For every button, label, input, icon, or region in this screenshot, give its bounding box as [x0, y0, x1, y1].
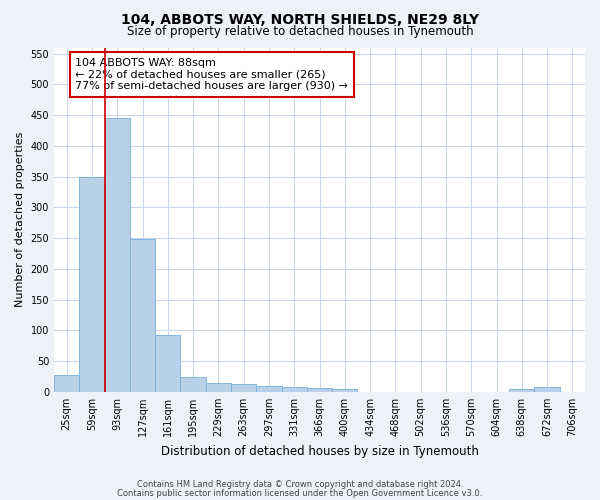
Text: 104, ABBOTS WAY, NORTH SHIELDS, NE29 8LY: 104, ABBOTS WAY, NORTH SHIELDS, NE29 8LY	[121, 12, 479, 26]
Bar	[332, 389, 358, 392]
Text: Contains HM Land Registry data © Crown copyright and database right 2024.: Contains HM Land Registry data © Crown c…	[137, 480, 463, 489]
Bar	[231, 384, 256, 392]
Bar	[281, 387, 307, 392]
Bar	[54, 374, 79, 392]
Bar	[535, 387, 560, 392]
Bar	[181, 376, 206, 392]
Bar	[256, 386, 281, 392]
Bar	[509, 389, 535, 392]
Bar	[206, 382, 231, 392]
Bar	[79, 176, 104, 392]
Text: 104 ABBOTS WAY: 88sqm
← 22% of detached houses are smaller (265)
77% of semi-det: 104 ABBOTS WAY: 88sqm ← 22% of detached …	[75, 58, 348, 91]
X-axis label: Distribution of detached houses by size in Tynemouth: Distribution of detached houses by size …	[161, 444, 478, 458]
Text: Contains public sector information licensed under the Open Government Licence v3: Contains public sector information licen…	[118, 488, 482, 498]
Bar	[155, 336, 181, 392]
Bar	[307, 388, 332, 392]
Y-axis label: Number of detached properties: Number of detached properties	[15, 132, 25, 308]
Text: Size of property relative to detached houses in Tynemouth: Size of property relative to detached ho…	[127, 25, 473, 38]
Bar	[130, 240, 155, 392]
Bar	[104, 118, 130, 392]
